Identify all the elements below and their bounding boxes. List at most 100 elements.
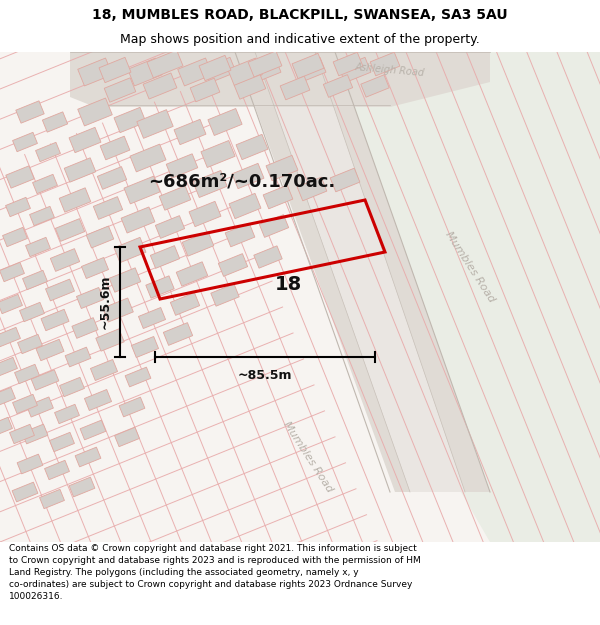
Polygon shape (259, 214, 289, 238)
Polygon shape (72, 318, 98, 338)
Polygon shape (201, 141, 235, 168)
Polygon shape (55, 219, 85, 241)
Polygon shape (43, 112, 68, 132)
Polygon shape (128, 58, 162, 86)
Polygon shape (76, 288, 104, 309)
Polygon shape (6, 166, 34, 188)
Polygon shape (0, 388, 16, 407)
Polygon shape (130, 144, 166, 172)
Polygon shape (170, 292, 200, 316)
Polygon shape (131, 336, 158, 357)
Polygon shape (229, 193, 261, 219)
Polygon shape (0, 262, 25, 282)
Polygon shape (94, 197, 122, 219)
Polygon shape (69, 477, 95, 497)
Polygon shape (75, 447, 101, 467)
Polygon shape (80, 420, 106, 440)
Polygon shape (114, 107, 146, 132)
Polygon shape (178, 58, 212, 86)
Polygon shape (97, 167, 127, 189)
Polygon shape (29, 206, 55, 226)
Polygon shape (330, 168, 360, 192)
Text: 18: 18 (274, 276, 302, 294)
Polygon shape (263, 185, 293, 209)
Polygon shape (146, 276, 174, 298)
Polygon shape (339, 58, 371, 82)
Polygon shape (31, 370, 59, 390)
Polygon shape (182, 232, 214, 256)
Polygon shape (174, 119, 206, 144)
Polygon shape (0, 357, 17, 377)
Polygon shape (124, 176, 160, 204)
Polygon shape (225, 223, 255, 247)
Polygon shape (59, 188, 91, 213)
Polygon shape (370, 52, 400, 76)
Polygon shape (40, 489, 64, 509)
Text: Mumbles Road: Mumbles Road (443, 230, 497, 304)
Polygon shape (199, 56, 231, 81)
Polygon shape (16, 101, 44, 123)
Polygon shape (50, 249, 80, 271)
Polygon shape (280, 76, 310, 100)
Polygon shape (12, 482, 38, 502)
Polygon shape (0, 52, 600, 542)
Polygon shape (78, 58, 112, 86)
Polygon shape (147, 50, 183, 78)
Polygon shape (65, 347, 91, 367)
Polygon shape (85, 389, 112, 411)
Text: Ashleigh Road: Ashleigh Road (355, 62, 425, 78)
Polygon shape (166, 154, 198, 178)
Text: 18, MUMBLES ROAD, BLACKPILL, SWANSEA, SA3 5AU: 18, MUMBLES ROAD, BLACKPILL, SWANSEA, SA… (92, 8, 508, 21)
Polygon shape (228, 58, 262, 86)
Polygon shape (163, 322, 193, 346)
Polygon shape (254, 246, 282, 268)
Polygon shape (23, 271, 47, 289)
Polygon shape (236, 134, 268, 159)
Polygon shape (119, 397, 145, 417)
Text: Contains OS data © Crown copyright and database right 2021. This information is : Contains OS data © Crown copyright and d… (9, 544, 421, 601)
Polygon shape (82, 258, 109, 279)
Polygon shape (125, 367, 151, 387)
Polygon shape (115, 428, 139, 447)
Polygon shape (176, 262, 208, 286)
Text: Map shows position and indicative extent of the property.: Map shows position and indicative extent… (120, 32, 480, 46)
Polygon shape (35, 142, 61, 162)
Polygon shape (190, 78, 220, 102)
Polygon shape (103, 298, 133, 322)
Polygon shape (159, 186, 191, 210)
Polygon shape (218, 254, 248, 276)
Polygon shape (0, 294, 22, 314)
Polygon shape (121, 207, 155, 233)
Polygon shape (0, 328, 20, 347)
Polygon shape (211, 284, 239, 306)
Polygon shape (208, 109, 242, 136)
Polygon shape (151, 246, 179, 268)
Polygon shape (266, 156, 298, 181)
Polygon shape (41, 309, 69, 331)
Polygon shape (323, 74, 353, 98)
Polygon shape (10, 424, 34, 444)
Text: Mumbles Road: Mumbles Road (281, 420, 335, 494)
Polygon shape (17, 454, 43, 474)
Polygon shape (189, 201, 221, 227)
Polygon shape (78, 98, 112, 126)
Polygon shape (70, 52, 490, 107)
Polygon shape (100, 136, 130, 160)
Polygon shape (294, 58, 326, 82)
Polygon shape (155, 216, 185, 238)
Polygon shape (361, 75, 389, 97)
Polygon shape (26, 397, 53, 417)
Text: ~686m²/~0.170ac.: ~686m²/~0.170ac. (148, 173, 335, 191)
Polygon shape (36, 339, 64, 361)
Polygon shape (26, 238, 50, 257)
Polygon shape (204, 58, 236, 82)
Polygon shape (50, 432, 74, 452)
Polygon shape (13, 132, 37, 152)
Polygon shape (99, 58, 131, 82)
Polygon shape (13, 394, 37, 414)
Polygon shape (255, 52, 465, 492)
Polygon shape (20, 302, 44, 322)
Polygon shape (109, 268, 141, 292)
Polygon shape (91, 359, 118, 381)
Polygon shape (0, 418, 13, 437)
